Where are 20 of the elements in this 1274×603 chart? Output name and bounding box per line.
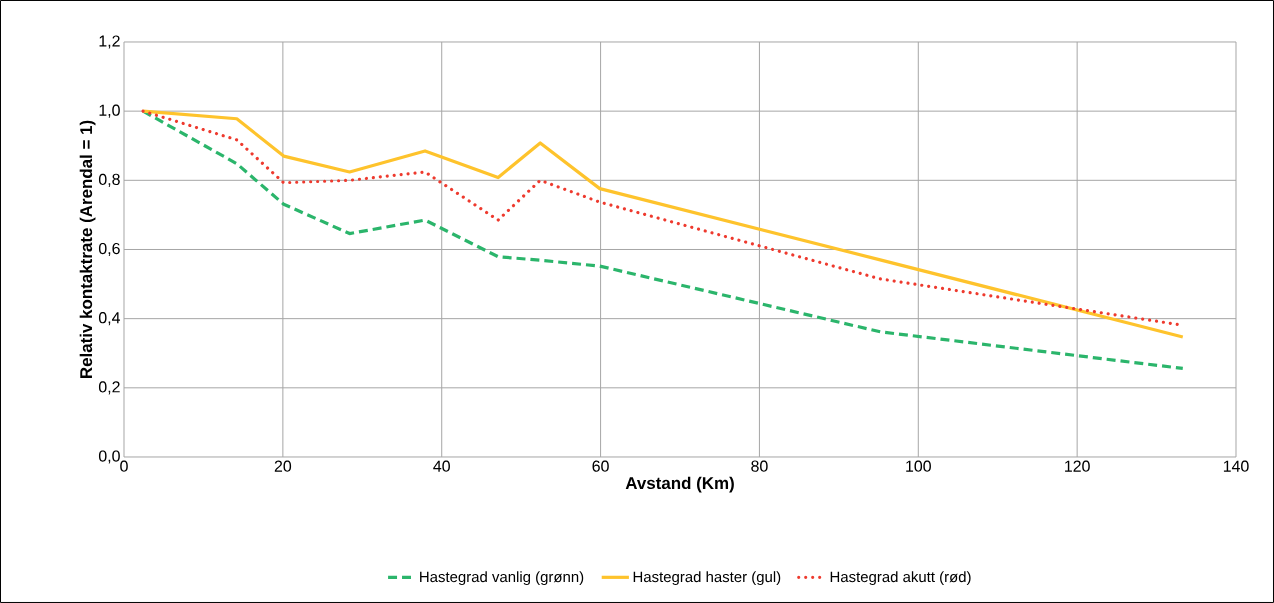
x-tick-label: 0 bbox=[120, 460, 128, 472]
legend-label: Hastegrad akutt (rød) bbox=[830, 571, 971, 586]
y-tick-label: 0,4 bbox=[98, 312, 121, 326]
x-tick-label: 100 bbox=[906, 460, 931, 472]
y-tick-label: 0,2 bbox=[98, 381, 120, 395]
y-tick-label: 1,0 bbox=[99, 104, 120, 118]
y-tick-label: 0,6 bbox=[98, 242, 120, 257]
y-tick-label: 0,8 bbox=[98, 173, 120, 187]
x-tick-label: 120 bbox=[1065, 460, 1090, 472]
legend-label: Hastegrad vanlig (grønn) bbox=[420, 571, 584, 586]
x-tick-label: 140 bbox=[1223, 460, 1249, 472]
y-axis-title: Relativ kontaktrate (Arendal = 1) bbox=[79, 120, 96, 378]
x-axis-title: Avstand (Km) bbox=[625, 476, 734, 493]
x-tick-label: 40 bbox=[433, 460, 450, 472]
y-tick-label: 1,2 bbox=[99, 35, 120, 49]
x-tick-label: 60 bbox=[592, 460, 609, 472]
x-tick-label: 20 bbox=[274, 460, 292, 472]
y-tick-label: 0,0 bbox=[98, 450, 120, 464]
legend-label: Hastegrad haster (gul) bbox=[633, 571, 781, 586]
x-tick-label: 80 bbox=[751, 460, 768, 472]
